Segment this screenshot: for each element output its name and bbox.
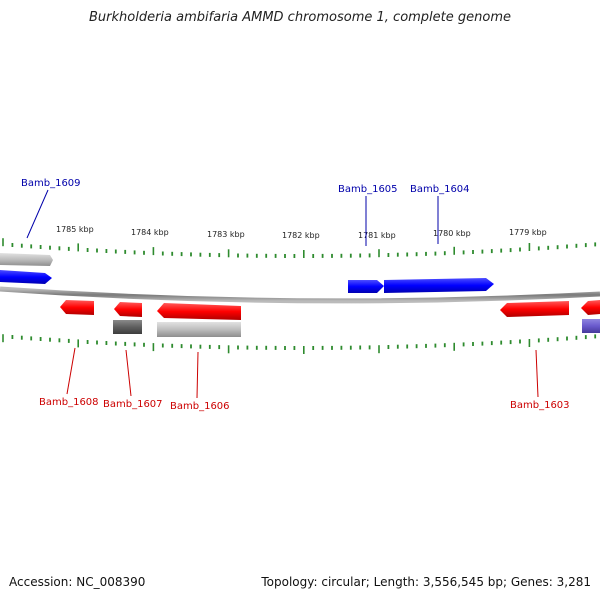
- feature-gray-bottom[interactable]: [157, 322, 241, 337]
- gene-label-Bamb_1608[interactable]: Bamb_1608: [39, 397, 99, 408]
- feature-gray-top-left[interactable]: [0, 253, 53, 266]
- label-leaders: [26, 189, 539, 399]
- scale-label-1784: 1784 kbp: [131, 228, 169, 237]
- gene-Bamb_1605[interactable]: [348, 280, 384, 293]
- summary-text: Topology: circular; Length: 3,556,545 bp…: [261, 575, 591, 589]
- scale-label-1785: 1785 kbp: [56, 225, 94, 234]
- upper-tick-row: [2, 238, 597, 258]
- accession-text: Accession: NC_008390: [9, 575, 146, 589]
- gene-label-Bamb_1609[interactable]: Bamb_1609: [21, 178, 81, 189]
- gene-Bamb_1607[interactable]: [114, 302, 142, 317]
- gene-Bamb_1606[interactable]: [157, 303, 241, 320]
- scale-labels: 1785 kbp 1784 kbp 1783 kbp 1782 kbp 1781…: [56, 225, 547, 240]
- gene-label-Bamb_1606[interactable]: Bamb_1606: [170, 401, 230, 412]
- scale-label-1780: 1780 kbp: [433, 229, 471, 238]
- gene-Bamb_1609[interactable]: [0, 270, 52, 284]
- gene-Bamb_1608[interactable]: [60, 300, 94, 315]
- chromosome-backbone: [0, 286, 600, 304]
- scale-label-1783: 1783 kbp: [207, 230, 245, 239]
- map-title: Burkholderia ambifaria AMMD chromosome 1…: [88, 10, 512, 25]
- gene-label-Bamb_1605[interactable]: Bamb_1605: [338, 184, 398, 195]
- gene-label-Bamb_1603[interactable]: Bamb_1603: [510, 400, 570, 411]
- gene-label-Bamb_1604[interactable]: Bamb_1604: [410, 184, 470, 195]
- scale-label-1782: 1782 kbp: [282, 231, 320, 240]
- feature-dark-gray[interactable]: [113, 320, 142, 334]
- gene-Bamb_1604[interactable]: [384, 278, 494, 293]
- scale-label-1779: 1779 kbp: [509, 228, 547, 237]
- scale-label-1781: 1781 kbp: [358, 231, 396, 240]
- feature-purple-right-edge[interactable]: [582, 319, 600, 333]
- gene-Bamb_1603[interactable]: [500, 301, 569, 317]
- gene-label-Bamb_1607[interactable]: Bamb_1607: [103, 399, 163, 410]
- lower-tick-row: [2, 334, 597, 354]
- gene-red-right-edge[interactable]: [581, 300, 600, 315]
